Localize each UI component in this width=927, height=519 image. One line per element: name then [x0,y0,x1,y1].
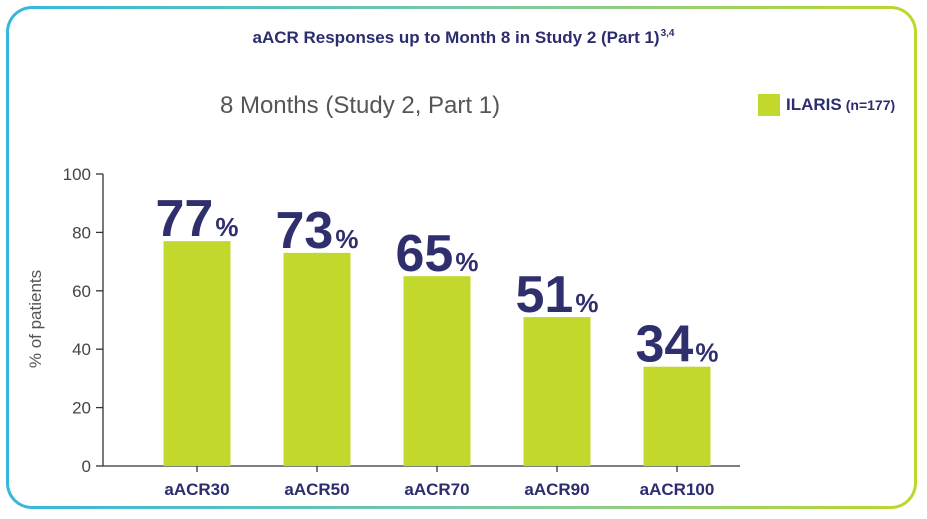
bar-value-unit: % [215,212,238,242]
x-tick-label: aACR90 [524,480,589,499]
x-tick-label: aACR70 [404,480,469,499]
y-tick-label: 80 [72,223,91,242]
x-tick-label: aACR100 [640,480,715,499]
bar-value-number: 34 [636,316,694,374]
bar [283,252,351,466]
legend: ILARIS (n=177) [758,94,895,116]
bar [523,317,591,466]
bar-value-label: 51% [516,266,599,324]
bar-value-number: 77 [156,190,214,248]
bar-value-unit: % [455,247,478,277]
x-tick-label: aACR50 [284,480,349,499]
bar [643,366,711,466]
bar-value-unit: % [335,224,358,254]
bar-value-label: 73% [276,202,359,260]
bar [163,241,231,466]
y-tick-label: 0 [82,457,91,476]
y-tick-label: 40 [72,340,91,359]
bar-value-number: 51 [516,266,574,324]
bar-value-unit: % [575,288,598,318]
y-tick-label: 60 [72,282,91,301]
chart-subtitle: 8 Months (Study 2, Part 1) [219,92,501,119]
legend-swatch [758,94,780,116]
bar-value-label: 77% [156,190,239,248]
bar-value-unit: % [695,338,718,368]
y-tick-label: 100 [63,165,91,184]
bar-value-label: 34% [636,316,719,374]
chart-title-text: aACR Responses up to Month 8 in Study 2 … [252,28,660,47]
legend-series-n: (n=177) [845,97,896,113]
chart-title: aACR Responses up to Month 8 in Study 2 … [0,28,927,48]
bar-value-number: 65 [396,225,454,283]
bar-value-number: 73 [276,202,334,260]
chart-title-refs: 3,4 [660,28,675,39]
x-tick-label: aACR30 [164,480,229,499]
y-tick-label: 20 [72,399,91,418]
bar [403,276,471,466]
legend-series-name: ILARIS [786,95,842,114]
bar-value-label: 65% [396,225,479,283]
chart-frame [6,6,917,509]
